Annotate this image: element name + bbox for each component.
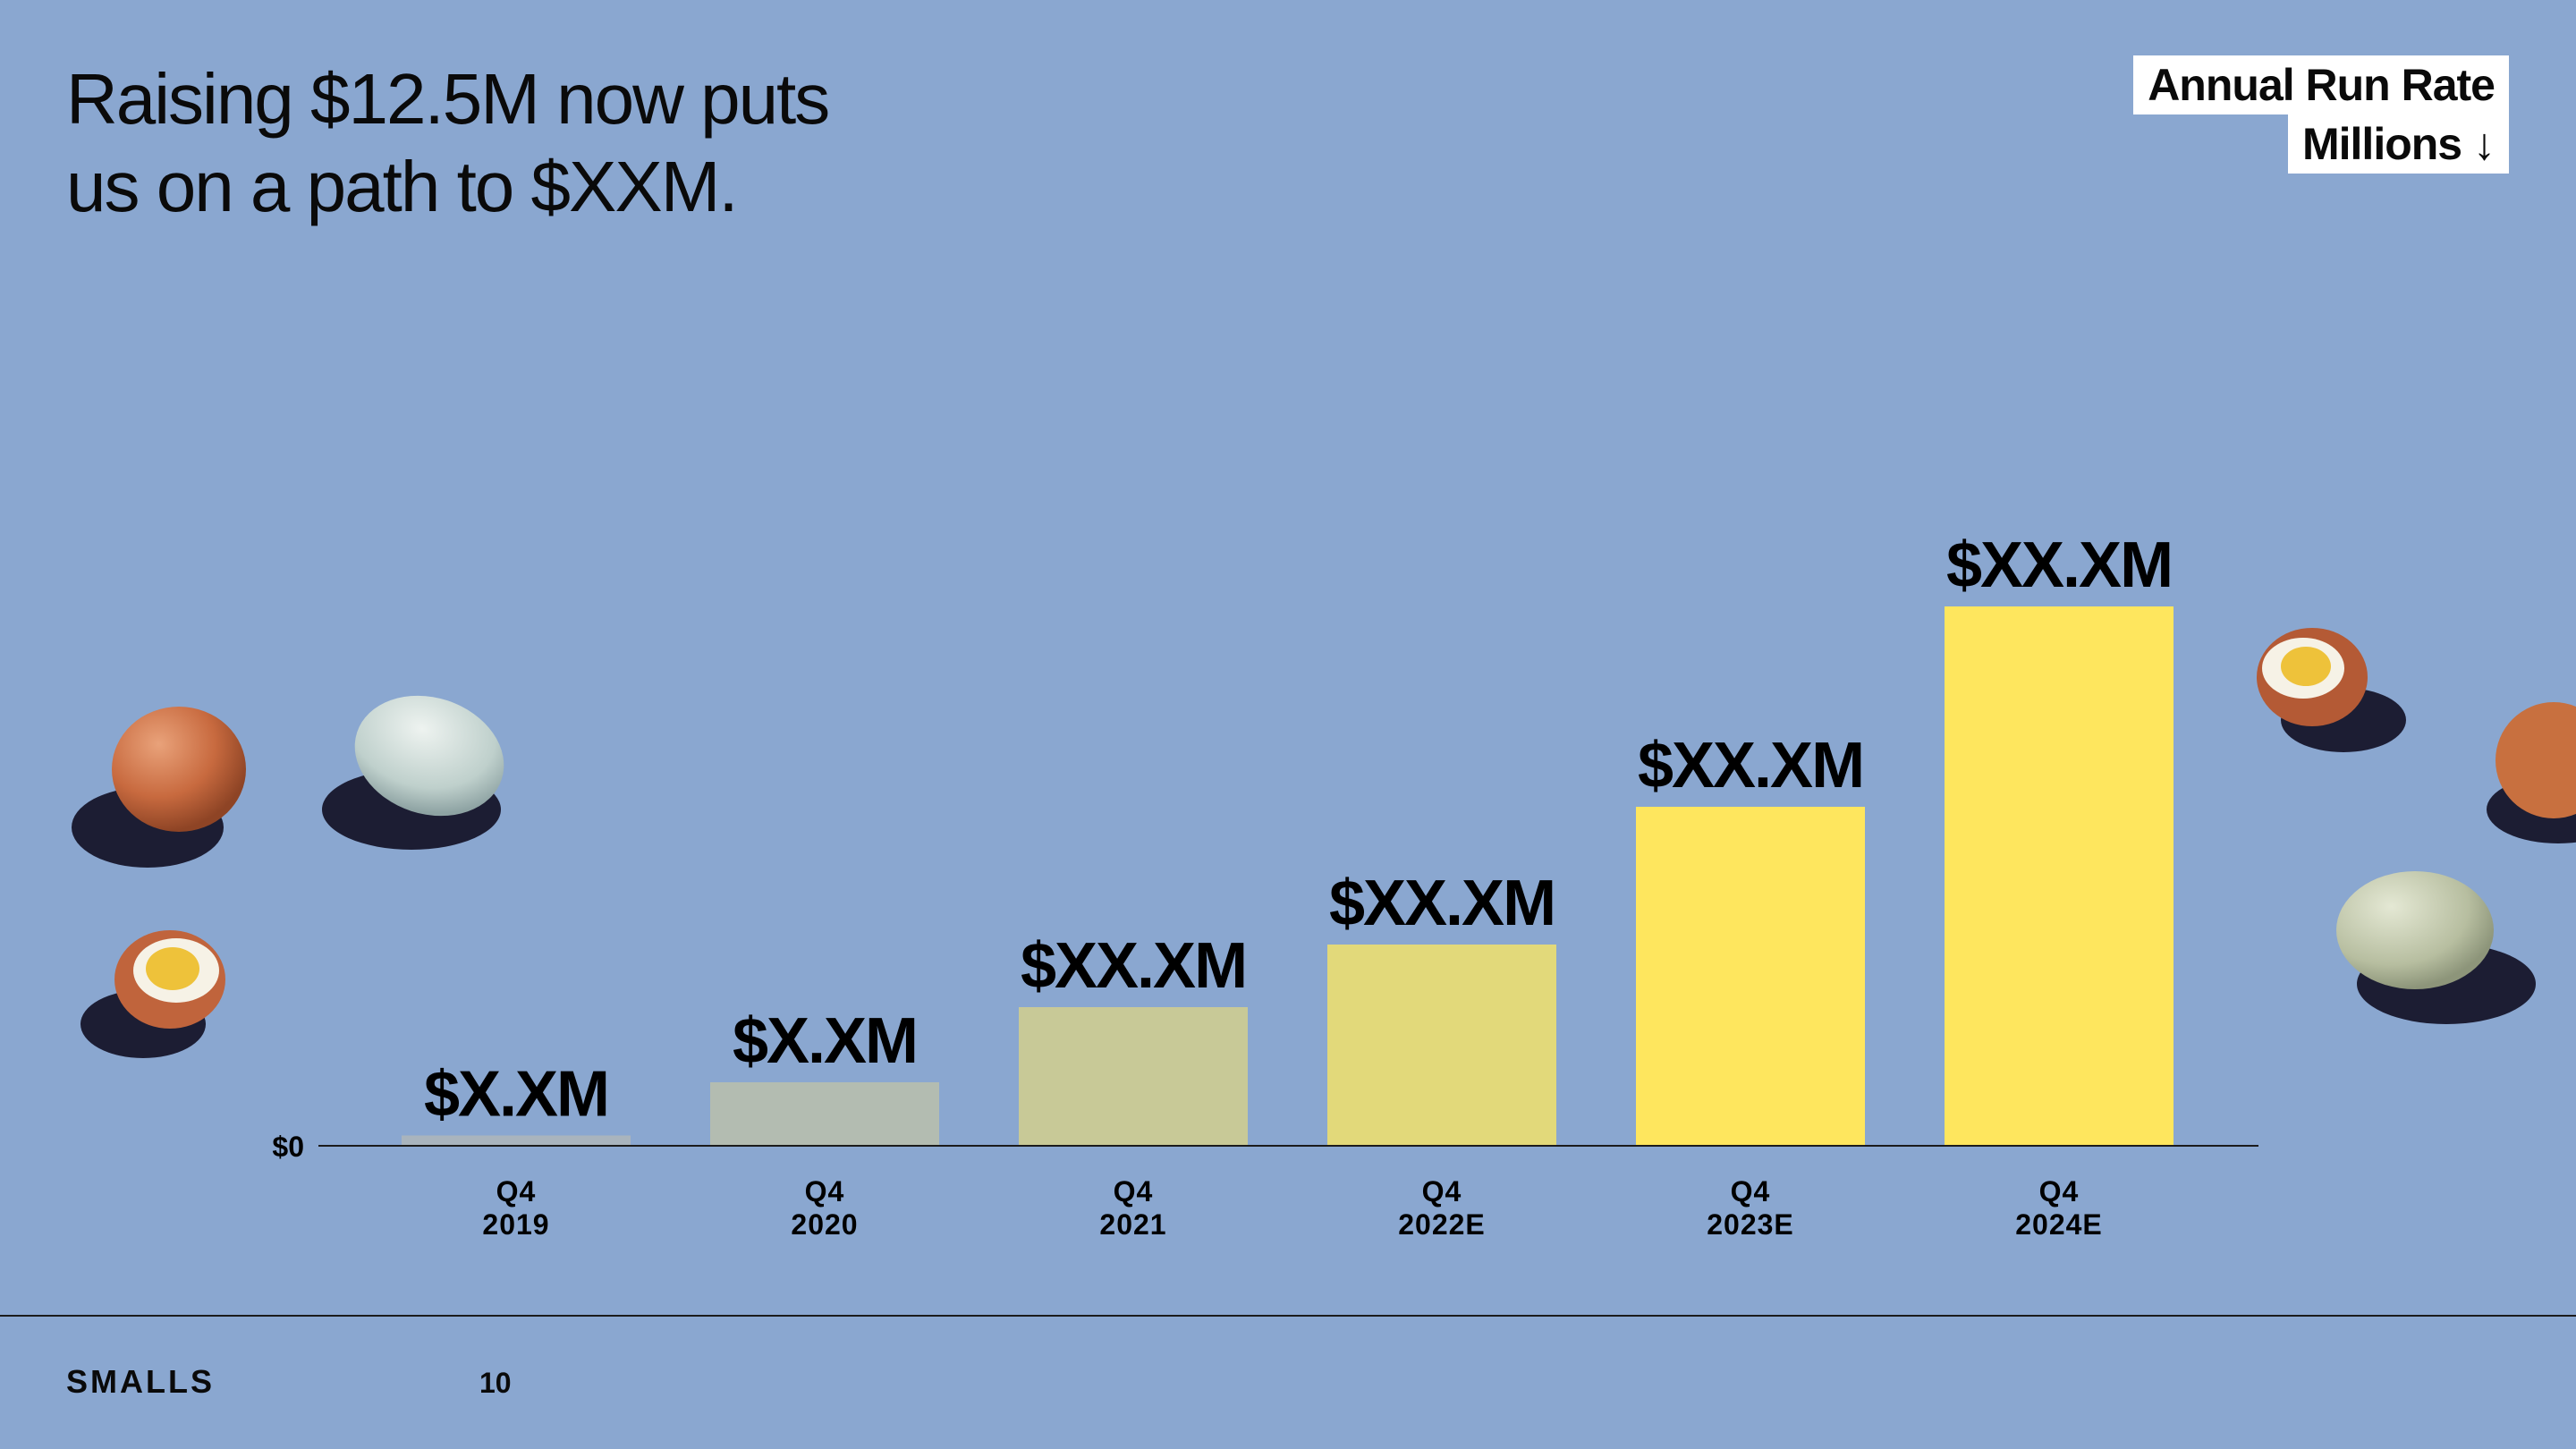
footer-divider (0, 1315, 2576, 1317)
bar-value-label-6: $XX.XM (1946, 530, 2172, 601)
bar-3 (1019, 1007, 1248, 1145)
brand-logo: SMALLS (66, 1363, 215, 1400)
egg-blue-icon (322, 695, 504, 850)
x-tick-label-5: Q4 2023E (1707, 1175, 1794, 1241)
bar-2 (710, 1082, 939, 1145)
egg-halved-right-icon (2257, 628, 2406, 752)
bar-4 (1327, 945, 1556, 1145)
x-tick-label-3: Q4 2021 (1099, 1175, 1166, 1241)
page-number: 10 (479, 1367, 512, 1399)
egg-halved-icon (80, 930, 225, 1058)
bar-5 (1636, 807, 1865, 1145)
chart-legend: Annual Run Rate Millions ↓ (2133, 55, 2509, 174)
legend-label-metric: Annual Run Rate (2133, 55, 2509, 114)
title-line-2: us on a path to $XXM. (66, 147, 739, 226)
bar-value-label-5: $XX.XM (1638, 730, 1863, 801)
egg-brown-icon (72, 707, 246, 868)
bar-value-label-3: $XX.XM (1021, 930, 1246, 1002)
x-tick-label-1: Q4 2019 (482, 1175, 549, 1241)
bars-group: $X.XM Q4 2019 $X.XM Q4 2020 $XX.XM Q4 2021 $XX.XM… (402, 530, 2174, 1241)
title-line-1: Raising $12.5M now puts (66, 59, 830, 139)
bar-value-label-2: $X.XM (733, 1005, 917, 1077)
slide-title: Raising $12.5M now puts us on a path to … (66, 55, 1050, 231)
bar-6 (1945, 606, 2174, 1145)
egg-speckled-icon (2487, 702, 2576, 843)
x-tick-label-2: Q4 2020 (791, 1175, 858, 1241)
bar-value-label-1: $X.XM (424, 1059, 608, 1131)
x-tick-label-6: Q4 2024E (2015, 1175, 2103, 1241)
bar-1 (402, 1135, 631, 1145)
egg-olive-icon (2336, 871, 2536, 1024)
bar-value-label-4: $XX.XM (1329, 868, 1555, 939)
run-rate-bar-chart: $0 $X.XM Q4 2019 $X.XM Q4 2020 $XX.XM Q4 2021 $XX… (272, 530, 2258, 1241)
x-tick-label-4: Q4 2022E (1398, 1175, 1486, 1241)
y-tick-label-zero: $0 (272, 1131, 304, 1163)
legend-label-units: Millions ↓ (2288, 114, 2509, 174)
